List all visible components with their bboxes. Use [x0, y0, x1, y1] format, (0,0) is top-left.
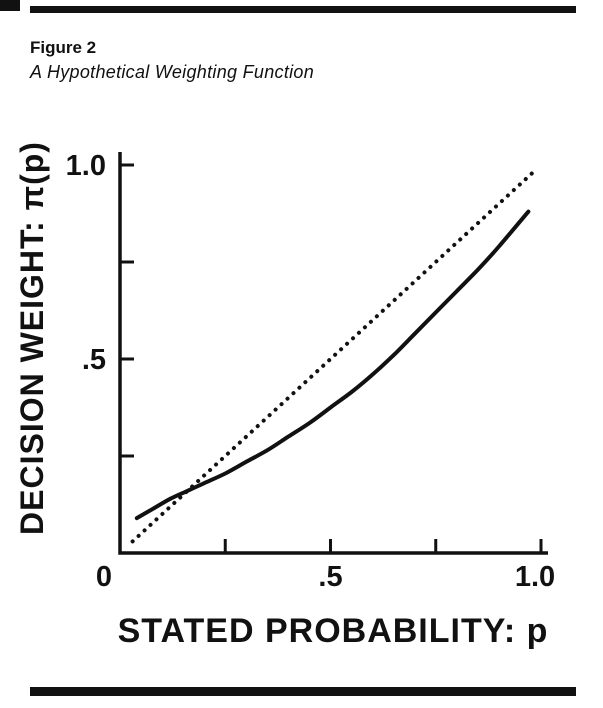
figure-title: A Hypothetical Weighting Function [30, 62, 315, 82]
figure-label: Figure 2 [30, 38, 97, 57]
x-tick-label: 1.0 [515, 561, 555, 593]
x-tick-label: 0 [96, 561, 112, 593]
bottom-rule [30, 687, 576, 696]
top-rule [30, 6, 576, 13]
series-weighting-curve [134, 209, 531, 521]
x-axis-title: STATED PROBABILITY: p [117, 612, 549, 650]
y-tick-label: .5 [82, 344, 106, 376]
x-tick-label: .5 [318, 561, 342, 593]
y-axis-title: DECISION WEIGHT: π(p) [14, 141, 50, 535]
axes [118, 152, 548, 555]
y-tick-label: 1.0 [66, 150, 106, 182]
series-identity-line [130, 168, 537, 544]
corner-mark [0, 0, 20, 11]
